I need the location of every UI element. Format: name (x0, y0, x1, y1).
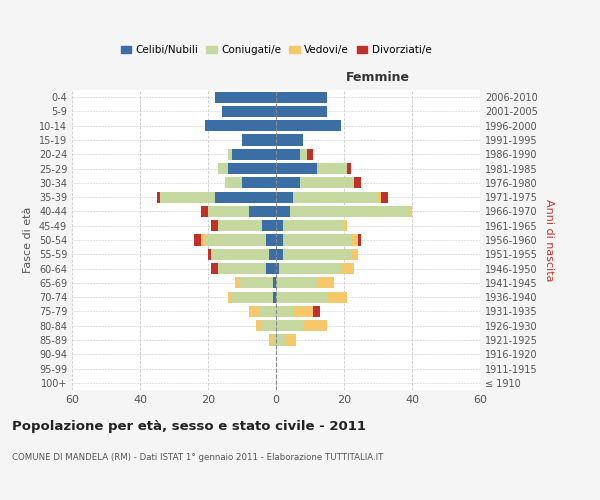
Bar (249, 206, 276, 217)
Bar (286, 334, 296, 345)
Bar (276, 234, 283, 246)
Bar (303, 320, 327, 332)
Text: COMUNE DI MANDELA (RM) - Dati ISTAT 1° gennaio 2011 - Elaborazione TUTTITALIA.IT: COMUNE DI MANDELA (RM) - Dati ISTAT 1° g… (12, 453, 383, 462)
Legend: Celibi/Nubili, Coniugati/e, Vedovi/e, Divorziati/e: Celibi/Nubili, Coniugati/e, Vedovi/e, Di… (116, 41, 436, 60)
Bar (276, 334, 286, 345)
Bar (378, 192, 382, 202)
Bar (232, 148, 276, 160)
Bar (276, 320, 303, 332)
Bar (313, 306, 320, 317)
Bar (256, 320, 262, 332)
Bar (211, 263, 218, 274)
Bar (276, 120, 341, 132)
Bar (351, 248, 358, 260)
Bar (266, 263, 276, 274)
Bar (272, 334, 276, 345)
Bar (344, 220, 347, 232)
Bar (215, 192, 276, 202)
Bar (276, 206, 290, 217)
Bar (249, 306, 259, 317)
Bar (211, 220, 218, 232)
Bar (201, 206, 208, 217)
Bar (229, 163, 276, 174)
Bar (272, 278, 276, 288)
Bar (201, 234, 205, 246)
Bar (276, 248, 283, 260)
Bar (221, 106, 276, 117)
Bar (269, 248, 276, 260)
Text: Femmine: Femmine (346, 71, 410, 84)
Bar (341, 263, 354, 274)
Bar (269, 334, 272, 345)
Bar (242, 134, 276, 145)
Bar (276, 292, 327, 302)
Bar (351, 234, 358, 246)
Y-axis label: Fasce di età: Fasce di età (23, 207, 33, 273)
Bar (235, 278, 239, 288)
Bar (276, 148, 300, 160)
Bar (283, 248, 351, 260)
Bar (293, 192, 378, 202)
Bar (205, 120, 276, 132)
Bar (208, 206, 249, 217)
Bar (327, 292, 347, 302)
Bar (218, 163, 229, 174)
Bar (194, 234, 201, 246)
Bar (211, 248, 269, 260)
Bar (218, 220, 262, 232)
Bar (276, 192, 293, 202)
Bar (300, 178, 354, 188)
Bar (272, 292, 276, 302)
Bar (266, 234, 276, 246)
Bar (205, 234, 266, 246)
Bar (276, 163, 317, 174)
Bar (358, 234, 361, 246)
Bar (276, 278, 317, 288)
Bar (208, 248, 211, 260)
Bar (283, 234, 351, 246)
Bar (317, 163, 347, 174)
Bar (229, 148, 232, 160)
Bar (215, 92, 276, 102)
Bar (262, 220, 276, 232)
Text: Popolazione per età, sesso e stato civile - 2011: Popolazione per età, sesso e stato civil… (12, 420, 366, 433)
Bar (262, 320, 276, 332)
Bar (225, 178, 242, 188)
Bar (276, 263, 280, 274)
Bar (300, 148, 307, 160)
Bar (276, 134, 303, 145)
Bar (347, 163, 351, 174)
Bar (276, 106, 327, 117)
Bar (157, 192, 160, 202)
Bar (232, 292, 272, 302)
Bar (317, 278, 334, 288)
Bar (276, 178, 300, 188)
Bar (218, 263, 266, 274)
Bar (259, 306, 276, 317)
Bar (293, 306, 313, 317)
Bar (307, 148, 313, 160)
Bar (280, 263, 341, 274)
Bar (276, 220, 283, 232)
Bar (276, 92, 327, 102)
Bar (290, 206, 409, 217)
Bar (409, 206, 412, 217)
Bar (276, 306, 293, 317)
Bar (354, 178, 361, 188)
Bar (382, 192, 388, 202)
Y-axis label: Anni di nascita: Anni di nascita (544, 198, 554, 281)
Bar (229, 292, 232, 302)
Bar (239, 278, 272, 288)
Bar (160, 192, 215, 202)
Bar (283, 220, 344, 232)
Bar (242, 178, 276, 188)
